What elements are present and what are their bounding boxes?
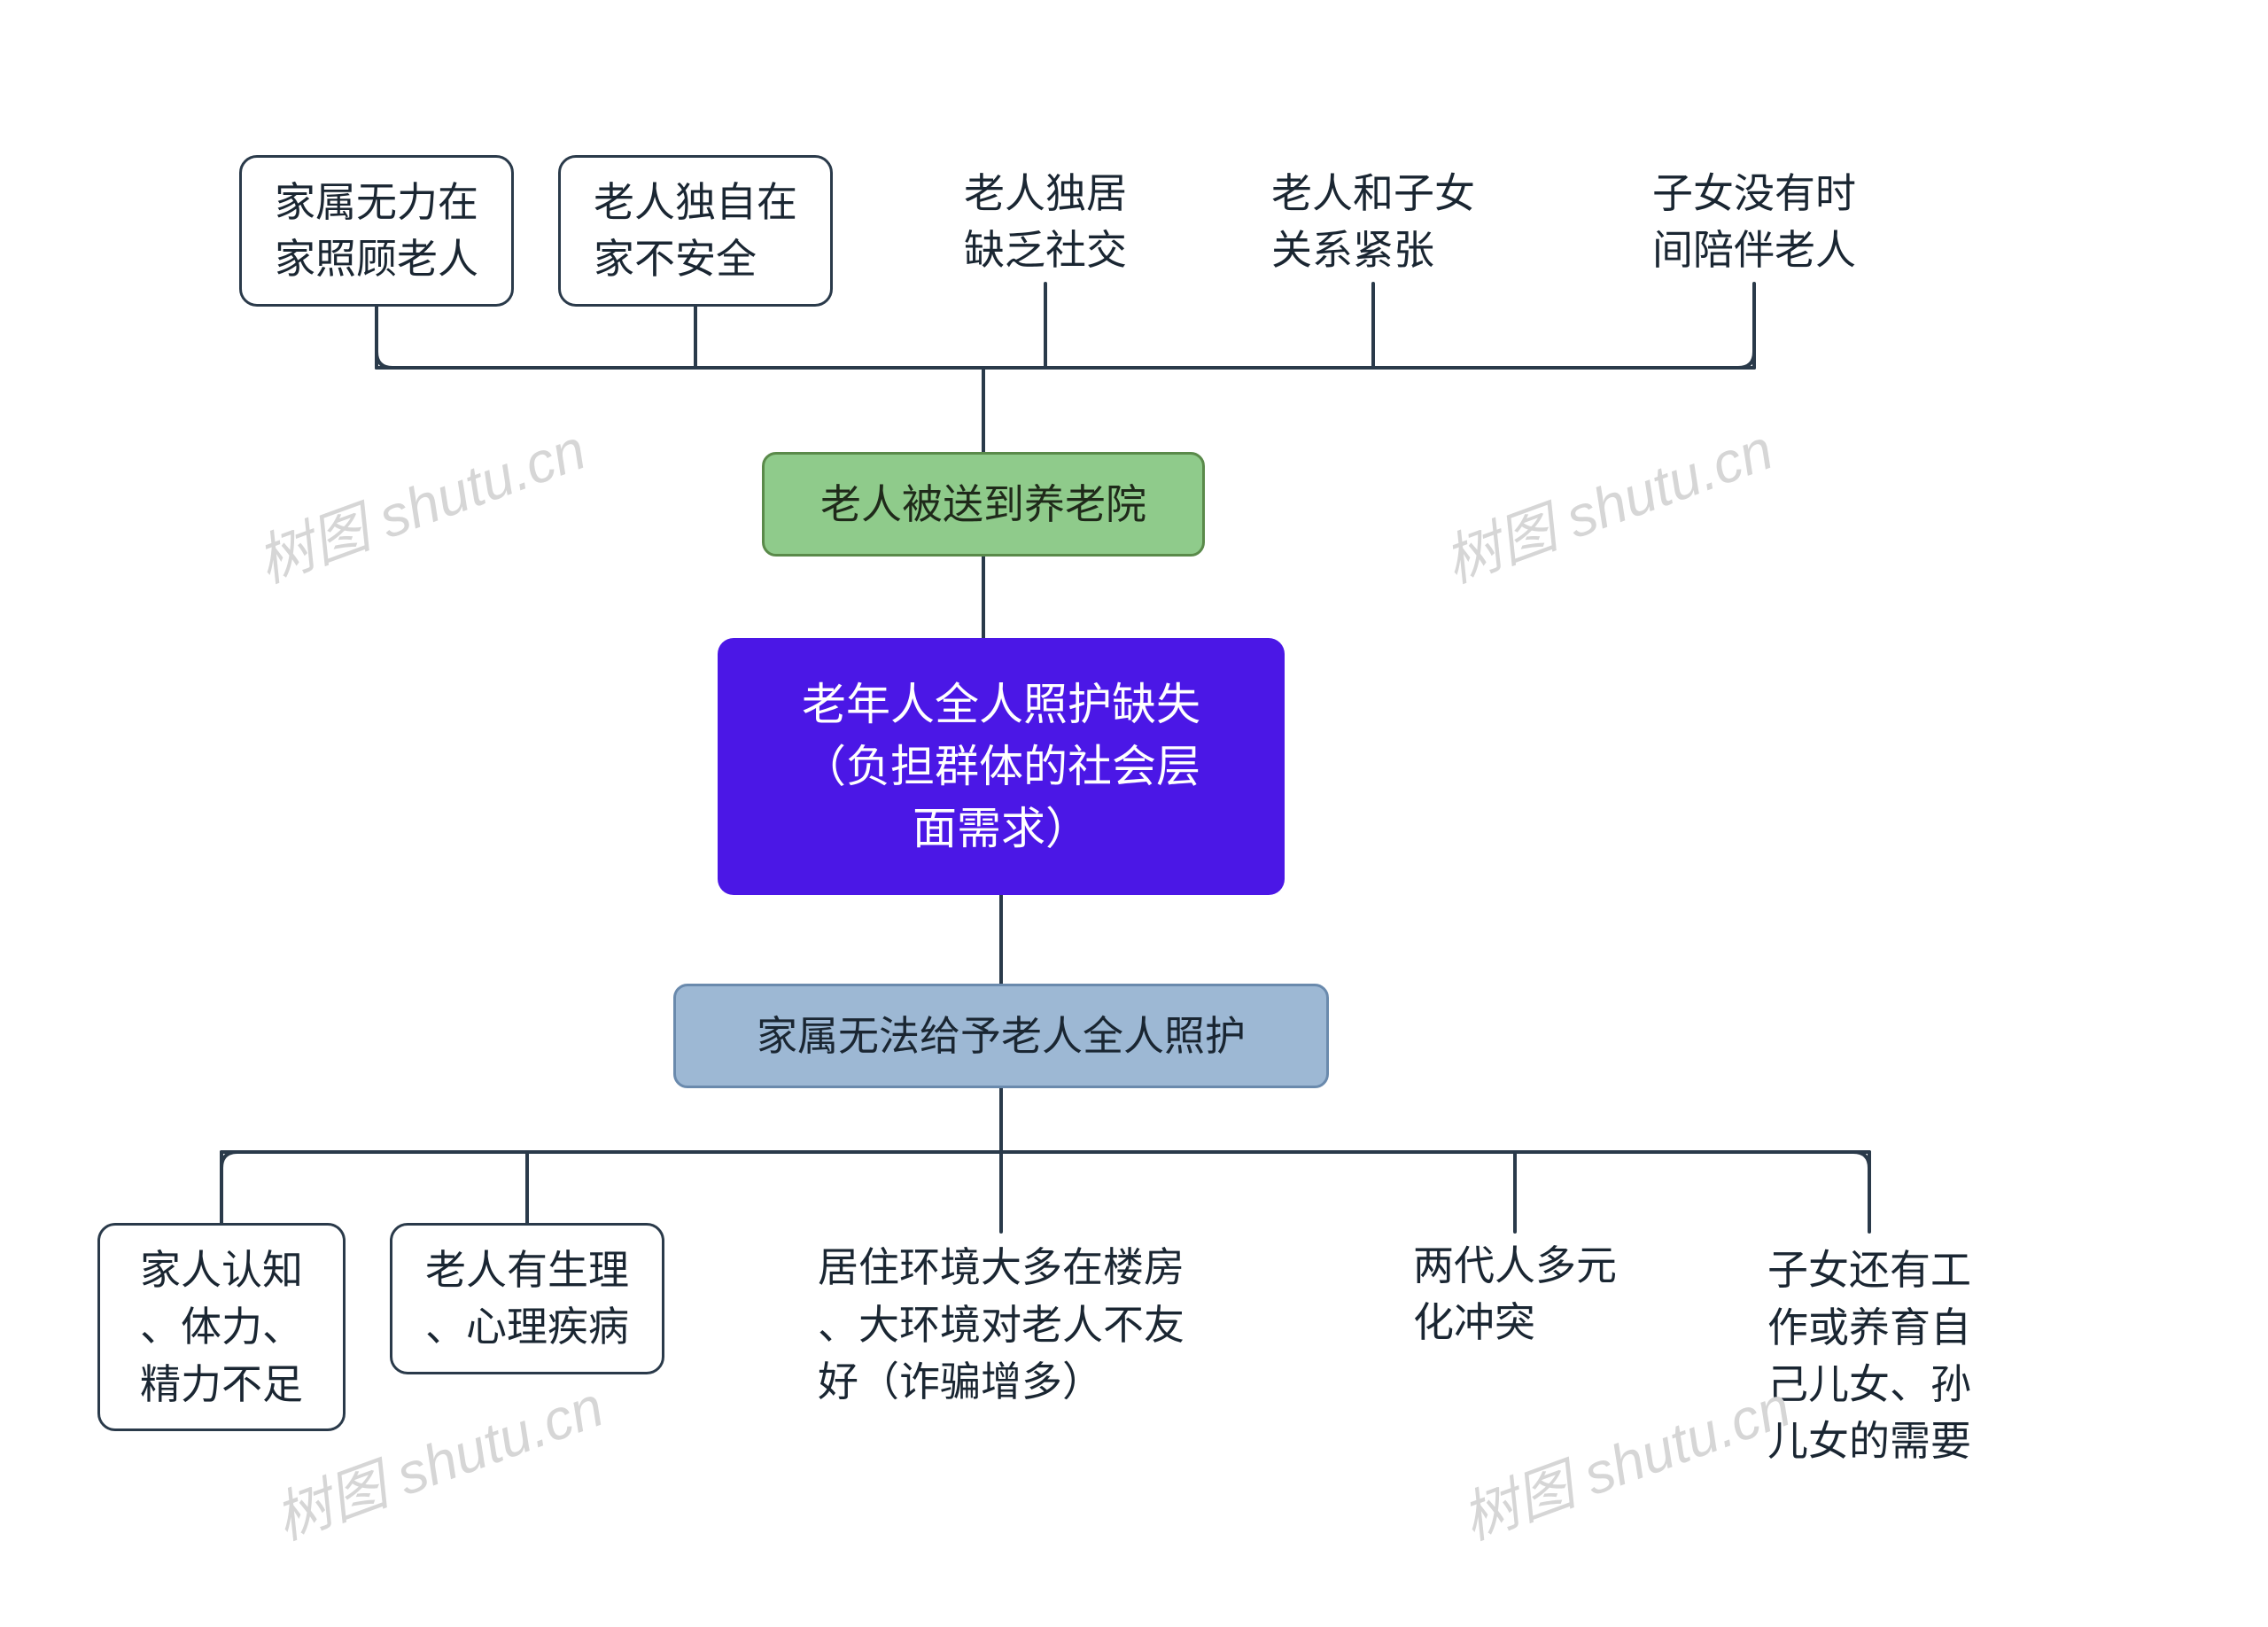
top-leaf-2: 老人独居 缺乏社交 xyxy=(930,160,1161,284)
top-leaf-4-text: 子女没有时 间陪伴老人 xyxy=(1652,165,1856,279)
bottom-hub-node: 家属无法给予老人全人照护 xyxy=(673,984,1329,1088)
bottom-leaf-4-text: 子女还有工 作或养育自 己儿女、孙 儿女的需要 xyxy=(1767,1242,1971,1470)
top-hub-node: 老人被送到养老院 xyxy=(762,452,1205,557)
bottom-leaf-2-text: 居住环境大多在楼房 、大环境对老人不友 好（诈骗增多） xyxy=(818,1239,1184,1410)
bottom-leaf-1-text: 老人有生理 、心理疾病 xyxy=(425,1242,629,1356)
diagram-canvas: 老年人全人照护缺失 （负担群体的社会层 面需求） 老人被送到养老院 家属无法给予… xyxy=(0,0,2268,1627)
bottom-leaf-1: 老人有生理 、心理疾病 xyxy=(390,1223,664,1374)
top-leaf-4: 子女没有时 间陪伴老人 xyxy=(1621,160,1887,284)
bottom-leaf-3-text: 两代人多元 化冲突 xyxy=(1413,1237,1617,1351)
top-leaf-1-text: 老人独自在 家不安全 xyxy=(594,174,797,288)
top-leaf-1: 老人独自在 家不安全 xyxy=(558,155,833,307)
bottom-leaf-4: 子女还有工 作或养育自 己儿女、孙 儿女的需要 xyxy=(1736,1232,2002,1480)
bottom-hub-text: 家属无法给予老人全人照护 xyxy=(757,1008,1246,1064)
top-leaf-0: 家属无力在 家照顾老人 xyxy=(239,155,514,307)
watermark-1: 树图 shutu.cn xyxy=(1432,404,1783,598)
bottom-leaf-2: 居住环境大多在楼房 、大环境对老人不友 好（诈骗增多） xyxy=(771,1232,1231,1418)
watermark-1-text: 树图 shutu.cn xyxy=(1436,417,1781,595)
top-leaf-0-text: 家属无力在 家照顾老人 xyxy=(275,174,478,288)
watermark-0-text: 树图 shutu.cn xyxy=(249,417,594,595)
top-leaf-3-text: 老人和子女 关系紧张 xyxy=(1271,165,1475,279)
watermark-0: 树图 shutu.cn xyxy=(245,404,595,598)
bottom-leaf-0-text: 家人认知 、体力、 精力不足 xyxy=(140,1242,303,1413)
center-node: 老年人全人照护缺失 （负担群体的社会层 面需求） xyxy=(718,638,1285,895)
top-hub-text: 老人被送到养老院 xyxy=(820,476,1146,533)
top-leaf-3: 老人和子女 关系紧张 xyxy=(1240,160,1506,284)
center-node-text: 老年人全人照护缺失 （负担群体的社会层 面需求） xyxy=(802,673,1200,860)
bottom-leaf-0: 家人认知 、体力、 精力不足 xyxy=(97,1223,346,1431)
top-leaf-2-text: 老人独居 缺乏社交 xyxy=(964,165,1127,279)
bottom-leaf-3: 两代人多元 化冲突 xyxy=(1382,1232,1648,1356)
